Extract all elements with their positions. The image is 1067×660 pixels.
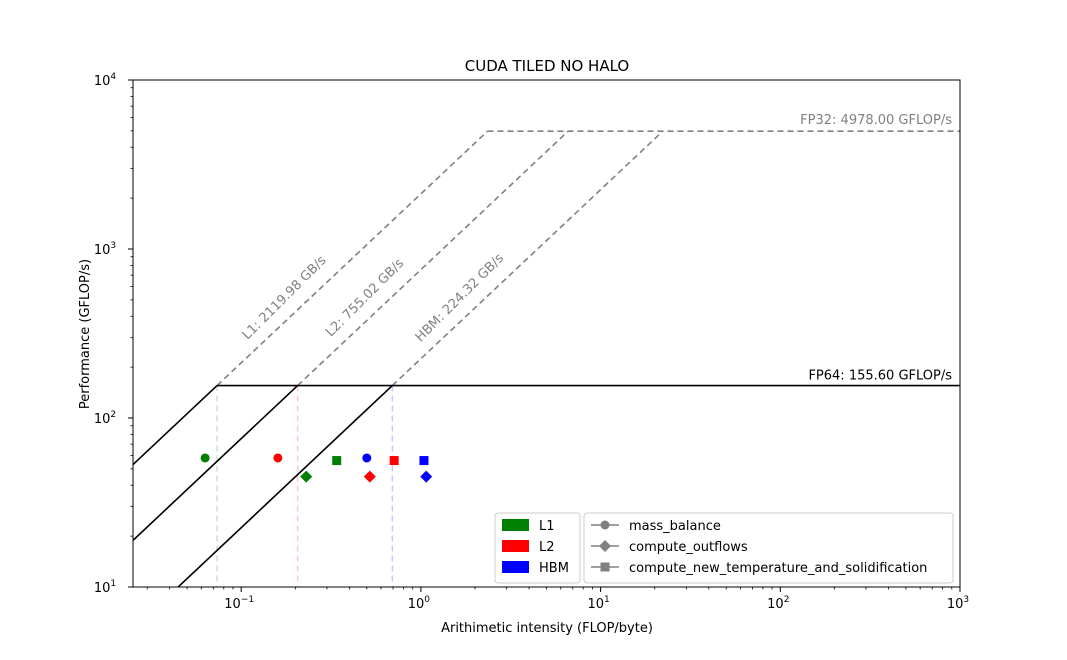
y-tick-label: 101 bbox=[94, 579, 116, 596]
data-point-l2-compute-new-temperature-and-solidification bbox=[389, 456, 399, 466]
bandwidth-label-l2: L2: 755.02 GB/s bbox=[323, 256, 407, 340]
y-tick-exponent: 2 bbox=[110, 410, 116, 420]
y-tick-label: 104 bbox=[94, 72, 117, 89]
bandwidth-line-fp64-l1 bbox=[133, 384, 218, 466]
legend-label-mass-balance: mass_balance bbox=[629, 519, 721, 534]
bandwidth-line-fp32-hbm bbox=[391, 130, 664, 387]
x-axis-label: Arithimetic intensity (FLOP/byte) bbox=[441, 621, 653, 636]
data-point-l1-compute-outflows bbox=[300, 470, 313, 483]
data-point-hbm-compute-new-temperature-and-solidification bbox=[419, 456, 429, 466]
y-tick-exponent: 1 bbox=[110, 579, 116, 589]
bandwidth-label-hbm: HBM: 224.32 GB/s bbox=[413, 251, 507, 345]
y-tick-base: 10 bbox=[94, 243, 111, 258]
legend: L1 L2 HBM mass_balance compute_outflowscompu… bbox=[494, 512, 954, 584]
legend-label-l1: L1 bbox=[539, 519, 555, 534]
x-tick-label: 103 bbox=[947, 595, 969, 612]
bandwidth-label-l1: L1: 2119.98 GB/s bbox=[240, 253, 330, 343]
x-tick-label: 10−1 bbox=[224, 595, 254, 612]
x-tick-label: 101 bbox=[587, 595, 609, 612]
legend-swatch-hbm bbox=[502, 561, 529, 573]
bandwidth-line-fp64-l2 bbox=[133, 384, 299, 541]
x-tick-base: 10 bbox=[767, 597, 784, 612]
data-point-hbm-compute-outflows bbox=[420, 470, 433, 483]
data-point-l2-mass-balance bbox=[273, 453, 283, 463]
y-tick-exponent: 4 bbox=[110, 72, 116, 82]
x-tick-base: 10 bbox=[587, 597, 604, 612]
y-tick-label: 103 bbox=[94, 241, 116, 258]
legend-label-compute-outflows: compute_outflows bbox=[629, 540, 748, 555]
legend-marker-mass-balance bbox=[600, 520, 610, 530]
x-tick-exponent: 2 bbox=[784, 595, 790, 605]
data-point-l1-compute-new-temperature-and-solidification bbox=[332, 456, 342, 466]
legend-swatch-l1 bbox=[502, 519, 529, 531]
y-tick-base: 10 bbox=[94, 581, 111, 596]
legend-label-compute-new-temperature-and-solidification: compute_new_temperature_and_solidificati… bbox=[629, 561, 927, 576]
y-axis-label: Performance (GFLOP/s) bbox=[78, 259, 93, 409]
ceiling-label-fp32: FP32: 4978.00 GFLOP/s bbox=[800, 113, 952, 128]
y-tick-base: 10 bbox=[94, 74, 111, 89]
x-tick-exponent: 0 bbox=[424, 595, 430, 605]
y-tick-exponent: 3 bbox=[110, 241, 116, 251]
x-tick-exponent: 1 bbox=[604, 595, 610, 605]
roofline-lines bbox=[133, 130, 960, 587]
chart-title: CUDA TILED NO HALO bbox=[465, 57, 629, 75]
legend-swatch-l2 bbox=[502, 540, 529, 552]
legend-marker-compute-new-temperature-and-solidification bbox=[600, 562, 610, 572]
bandwidth-line-fp32-l1 bbox=[216, 130, 489, 387]
x-tick-base: 10 bbox=[408, 597, 425, 612]
x-tick-base: 10 bbox=[224, 597, 241, 612]
legend-label-hbm: HBM bbox=[539, 561, 569, 576]
y-tick-label: 102 bbox=[94, 410, 116, 427]
legend-label-l2: L2 bbox=[539, 540, 555, 555]
data-point-l2-compute-outflows bbox=[363, 470, 376, 483]
ceiling-label-fp64: FP64: 155.60 GFLOP/s bbox=[808, 369, 952, 384]
legend-marker-compute-outflows bbox=[599, 540, 611, 552]
x-tick-exponent: −1 bbox=[241, 595, 254, 605]
legend-kernels-box bbox=[583, 512, 954, 584]
x-tick-label: 100 bbox=[408, 595, 431, 612]
bandwidth-line-fp32-l2 bbox=[297, 130, 569, 387]
bandwidth-line-fp64-hbm bbox=[176, 384, 393, 587]
data-point-hbm-mass-balance bbox=[362, 453, 372, 463]
x-tick-base: 10 bbox=[947, 597, 964, 612]
x-tick-exponent: 3 bbox=[963, 595, 969, 605]
y-tick-base: 10 bbox=[94, 412, 111, 427]
data-point-l1-mass-balance bbox=[200, 453, 210, 463]
x-tick-label: 102 bbox=[767, 595, 789, 612]
